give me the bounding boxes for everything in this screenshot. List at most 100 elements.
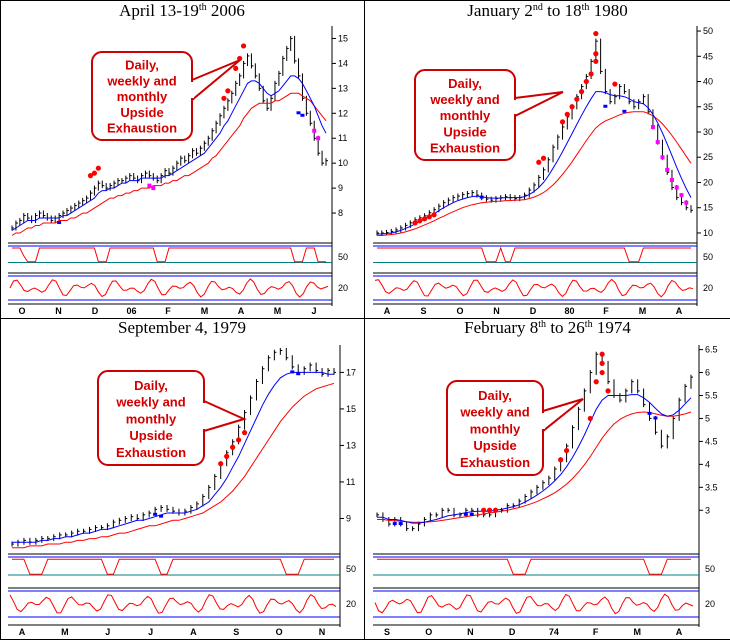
callout-text: Upside <box>473 438 516 453</box>
callout-text: weekly and <box>429 92 499 107</box>
chart-panel-1974: February 8th to 26th 1974 3 3.5 4 4.5 5 5.5 6 6.… <box>365 319 730 639</box>
osc1-tick-label: 50 <box>338 252 348 262</box>
callout-joint <box>511 100 517 114</box>
osc2-line <box>9 278 329 298</box>
upside-exhaustion-marker <box>431 212 437 218</box>
upside-exhaustion-marker <box>599 360 605 366</box>
y-tick-label: 15 <box>346 404 356 414</box>
osc2-tick-label: 20 <box>705 599 715 609</box>
x-tick-label: O <box>276 627 283 637</box>
x-tick-label: 80 <box>564 306 574 316</box>
callout-text: Upside <box>443 124 486 139</box>
blue-signal-marker <box>653 416 658 420</box>
upside-exhaustion-marker <box>578 89 585 95</box>
red-moving-average <box>377 411 692 523</box>
y-tick-label: 11 <box>346 477 355 487</box>
upside-exhaustion-marker <box>224 453 230 459</box>
callout-text: Exhaustion <box>116 445 186 460</box>
chart-title: April 13-19th 2006 <box>119 1 245 20</box>
x-tick-label: A <box>384 306 391 316</box>
x-tick-label: N <box>55 306 62 316</box>
y-tick-label: 6 <box>705 368 710 378</box>
callout-joint <box>200 403 206 429</box>
downside-exhaustion-marker <box>674 185 679 190</box>
y-tick-label: 3.5 <box>705 482 718 492</box>
x-tick-label: A <box>238 306 245 316</box>
x-tick-label: F <box>593 627 599 637</box>
x-tick-label: A <box>676 627 683 637</box>
blue-signal-marker <box>159 514 164 518</box>
osc1-line <box>12 247 326 263</box>
blue-moving-average <box>377 394 692 524</box>
y-tick-label: 14 <box>338 58 348 68</box>
x-tick-label: O <box>456 306 463 316</box>
upside-exhaustion-marker <box>492 507 499 513</box>
osc1-tick-label: 50 <box>703 252 713 262</box>
callout-text: Exhaustion <box>107 121 177 136</box>
x-tick-label: M <box>61 627 69 637</box>
chart-panel-1980: January 2nd to 18th 1980 10 15 20 25 30 35 40 45… <box>365 0 730 318</box>
upside-exhaustion-marker <box>583 78 589 85</box>
y-tick-label: 13 <box>346 440 356 450</box>
blue-signal-marker <box>392 522 397 526</box>
y-tick-label: 10 <box>338 158 348 168</box>
upside-exhaustion-marker <box>230 444 236 450</box>
blue-moving-average <box>11 75 327 231</box>
x-tick-label: F <box>603 306 609 316</box>
blue-signal-marker <box>463 512 468 516</box>
chart-panel-2006: April 13-19th 2006 8 9 10 11 12 13 14 15 50 20 O N D 0… <box>0 0 364 318</box>
upside-exhaustion-marker <box>593 30 599 37</box>
callout-text: monthly <box>117 89 168 104</box>
downside-exhaustion-marker <box>151 186 156 191</box>
y-tick-label: 4 <box>705 459 710 469</box>
upside-exhaustion-marker <box>593 379 599 385</box>
upside-exhaustion-marker <box>569 104 575 110</box>
x-tick-label: F <box>165 306 171 316</box>
x-tick-label: J <box>148 627 153 637</box>
blue-signal-marker <box>479 195 484 199</box>
callout-text: Daily, <box>134 378 168 393</box>
downside-exhaustion-marker <box>316 136 321 141</box>
osc2-tick-label: 20 <box>338 283 348 293</box>
panel-divider-horizontal <box>0 318 730 319</box>
blue-signal-marker <box>603 104 608 108</box>
downside-exhaustion-marker <box>660 155 665 160</box>
upside-exhaustion-marker <box>426 214 432 220</box>
upside-exhaustion-marker <box>563 447 570 454</box>
upside-exhaustion-marker <box>559 119 566 125</box>
downside-exhaustion-marker <box>147 183 152 188</box>
panel-divider-vertical <box>364 0 365 639</box>
callout-pointer <box>203 399 247 433</box>
downside-exhaustion-marker <box>684 200 689 205</box>
chart-title: September 4, 1979 <box>118 319 246 337</box>
chart-title: February 8th to 26th 1974 <box>464 319 631 337</box>
y-tick-label: 40 <box>703 77 713 87</box>
x-tick-label: D <box>509 627 516 637</box>
callout-pointer <box>542 398 584 434</box>
y-tick-label: 12 <box>338 108 348 118</box>
y-tick-label: 3 <box>705 505 710 515</box>
x-tick-label: N <box>467 627 474 637</box>
x-tick-label: J <box>105 627 110 637</box>
y-tick-label: 15 <box>703 203 713 213</box>
blue-moving-average <box>12 371 334 543</box>
callout-joint <box>539 413 545 429</box>
x-tick-label: A <box>190 627 197 637</box>
upside-exhaustion-marker <box>225 88 231 94</box>
blue-signal-marker <box>398 522 403 526</box>
y-tick-label: 9 <box>346 513 351 523</box>
x-tick-label: J <box>311 306 316 316</box>
callout-text: Daily, <box>478 388 512 403</box>
callout-text: monthly <box>126 411 177 426</box>
x-tick-label: M <box>201 306 209 316</box>
x-tick-label: O <box>18 306 25 316</box>
osc2-tick-label: 20 <box>346 599 356 609</box>
callout-text: Exhaustion <box>430 140 500 155</box>
upside-exhaustion-marker <box>588 71 594 77</box>
blue-signal-marker <box>290 370 295 374</box>
x-tick-label: S <box>384 627 390 637</box>
